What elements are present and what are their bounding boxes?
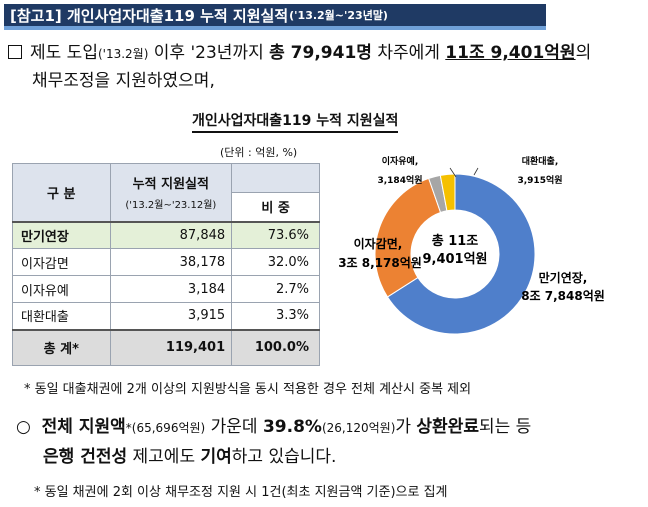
col-header-ratio: 비 중 (231, 192, 320, 223)
donut-center-label-1: 총 11조 (432, 233, 479, 249)
intro-total-borrowers: 총 79,941명 (269, 43, 372, 63)
row-label: 이자감면 (12, 248, 111, 276)
chart-title: 개인사업자대출119 누적 지원실적 (192, 110, 399, 133)
slice-value-interest-deferral: 3,184억원 (377, 174, 422, 186)
row-ratio: 3.3% (231, 302, 320, 330)
row-label: 이자유예 (12, 275, 111, 303)
slice-label-refinance: 대환대출, (522, 155, 559, 167)
intro-text-1: 제도 도입 (30, 43, 98, 63)
label-leader-lines (449, 167, 479, 178)
total-label: 총 계* (12, 328, 111, 366)
intro-text-2: ('13.2월) (97, 47, 149, 61)
row-amount: 3,915 (109, 302, 233, 330)
bullet-text-c: (65,696억원) (131, 421, 206, 435)
row-amount: 3,184 (109, 275, 233, 303)
table-row: 이자유예 3,184 2.7% (12, 275, 320, 303)
donut-center-label-2: 9,401억원 (422, 252, 487, 267)
row-ratio: 32.0% (231, 248, 320, 276)
table-row: 이자감면 38,178 32.0% (12, 248, 320, 276)
col-header-ratio-top (231, 163, 320, 193)
row-label: 대환대출 (12, 302, 111, 330)
leader-line-interest-deferral (449, 167, 457, 178)
slice-label-interest-deferral: 이자유예, (382, 155, 419, 167)
section-period: ('13.2월~'23년말) (289, 9, 388, 22)
row-ratio: 2.7% (231, 275, 320, 303)
bullet-text-h: 상환완료 (416, 417, 479, 437)
donut-slice-0 (386, 173, 536, 335)
bullet-text-d: 가운데 (205, 417, 263, 437)
checkbox-bullet-icon (8, 45, 22, 59)
col-header-amount: 누적 지원실적 ('13.2월~'23.12월) (109, 163, 233, 223)
bullet-text-g: 가 (395, 417, 417, 437)
donut-slice-3 (439, 173, 456, 212)
circle-bullet-icon: ○ (16, 417, 31, 437)
results-table: 구 분 누적 지원실적 ('13.2월~'23.12월) 비 중 만기연장 87… (12, 163, 320, 366)
total-amount: 119,401 (109, 328, 233, 366)
intro-paragraph: 제도 도입('13.2월) 이후 '23년까지 총 79,941명 차주에게 1… (8, 40, 644, 95)
row-amount: 38,178 (109, 248, 233, 276)
donut-slice-1 (374, 177, 442, 298)
intro-text-3: 이후 '23년까지 (148, 43, 270, 63)
slice-label-interest-reduction: 이자감면, (354, 236, 403, 251)
section-header: [참고1] 개인사업자대출119 누적 지원실적 ('13.2월~'23년말) (4, 4, 546, 30)
col-header-amount-period: ('13.2월~'23.12월) (125, 200, 217, 212)
intro-text-7: 의 (575, 43, 592, 63)
row-amount: 87,848 (109, 221, 233, 249)
bullet-text-i: 되는 등 (478, 417, 532, 437)
total-ratio: 100.0% (231, 328, 320, 366)
col-header-category: 구 분 (12, 163, 111, 223)
intro-line-2: 채무조정을 지원하였으며, (32, 71, 215, 91)
slice-value-interest-reduction: 3조 8,178억원 (338, 256, 422, 270)
footnote-1: * 동일 대출채권에 2개 이상의 지원방식을 동시 적용한 경우 전체 계산시… (24, 382, 472, 397)
leader-line-refinance (473, 167, 479, 176)
intro-text-5: 차주에게 (371, 43, 446, 63)
table-row: 만기연장 87,848 73.6% (12, 221, 320, 249)
bullet-paragraph: ○ 전체 지원액*(65,696억원) 가운데 39.8%(26,120억원)가… (16, 413, 644, 472)
slice-value-maturity-extension: 8조 7,848억원 (521, 289, 605, 303)
slice-value-refinance: 3,915억원 (517, 174, 562, 186)
footnote-2: * 동일 채권에 2회 이상 채무조정 지원 시 1건(최초 지원금액 기준)으… (34, 485, 448, 500)
section-title: [참고1] 개인사업자대출119 누적 지원실적 (10, 6, 289, 25)
bullet-text-b: * (125, 421, 132, 435)
bullet-text-a: 전체 지원액 (41, 417, 126, 437)
table-row: 대환대출 3,915 3.3% (12, 302, 320, 330)
bullet-text-m: 하고 있습니다. (231, 447, 337, 467)
intro-total-amount: 11조 9,401억원 (445, 43, 576, 63)
col-header-amount-label: 누적 지원실적 (132, 177, 209, 193)
bullet-text-e: 39.8% (262, 417, 322, 437)
bullet-text-k: 제고에도 (127, 447, 201, 467)
row-label: 만기연장 (12, 221, 111, 249)
donut-chart: 총 11조 9,401억원 만기연장, 8조 7,848억원 이자감면, 3조 … (338, 155, 605, 335)
bullet-text-l: 기여 (200, 447, 232, 467)
slice-label-maturity-extension: 만기연장, (539, 270, 588, 285)
table-total-row: 총 계* 119,401 100.0% (12, 328, 320, 366)
donut-slices (374, 173, 536, 335)
row-ratio: 73.6% (231, 221, 320, 249)
unit-label: (단위 : 억원, %) (220, 146, 298, 159)
bullet-text-f: (26,120억원) (321, 421, 396, 435)
bullet-text-j: 은행 건전성 (43, 447, 128, 467)
